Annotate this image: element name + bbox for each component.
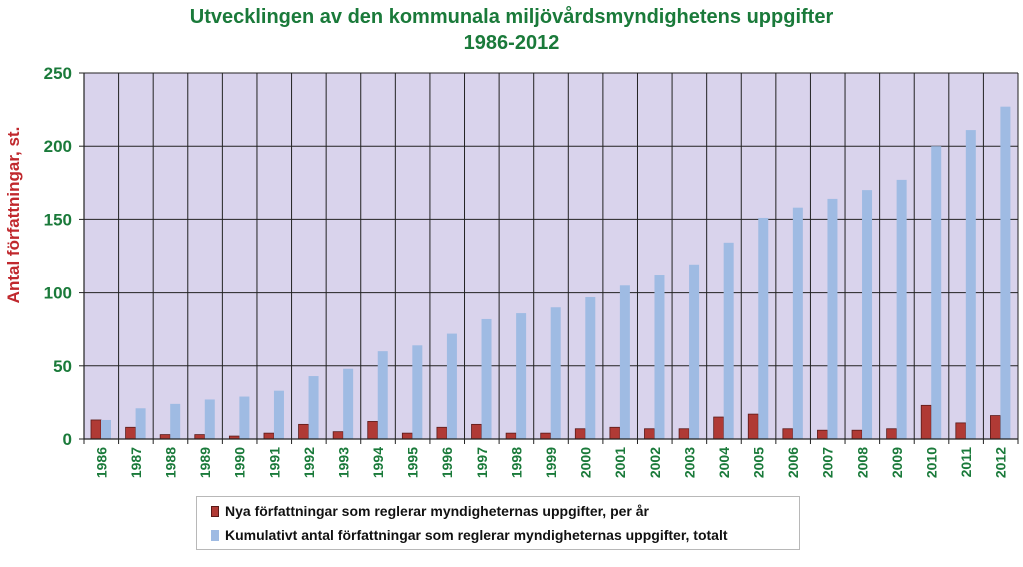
y-tick-label: 100: [44, 284, 72, 303]
bar-new-1995: [401, 432, 413, 440]
x-tick-label-2004: 2004: [716, 447, 732, 478]
bar-cumulative-2000: [585, 296, 596, 439]
x-tick-label-1995: 1995: [405, 447, 421, 478]
legend-label-cumulative: Kumulativt antal författningar som regle…: [225, 527, 728, 543]
chart-title: Utvecklingen av den kommunala miljövårds…: [0, 4, 1023, 56]
bar-cumulative-1994: [377, 351, 388, 439]
bar-cumulative-2004: [723, 242, 734, 439]
bar-new-1998: [505, 432, 517, 440]
x-tick-label-1992: 1992: [301, 447, 317, 478]
bar-cumulative-2006: [792, 207, 803, 439]
bar-new-2012: [990, 415, 1001, 440]
x-tick-label-2001: 2001: [612, 447, 628, 478]
x-tick-label-2000: 2000: [578, 447, 594, 478]
bar-new-2006: [782, 428, 794, 440]
bar-cumulative-1999: [550, 307, 561, 439]
bar-new-2007: [817, 429, 828, 440]
bar-new-1989: [194, 434, 206, 440]
y-tick-label: 250: [44, 64, 72, 83]
x-tick-label-2010: 2010: [924, 447, 940, 478]
bar-new-2001: [609, 426, 621, 440]
x-tick-label-1986: 1986: [93, 447, 109, 478]
legend-label-new: Nya författningar som reglerar myndighet…: [225, 503, 649, 519]
bar-new-1994: [367, 421, 379, 440]
bar-cumulative-1996: [446, 333, 457, 439]
x-tick-label-1994: 1994: [370, 447, 386, 478]
chart-subtitle: 1986-2012: [463, 32, 560, 54]
x-tick-label-1990: 1990: [232, 447, 248, 478]
bar-new-2003: [678, 428, 690, 440]
x-tick-label-2012: 2012: [993, 447, 1009, 478]
x-tick-label-2008: 2008: [854, 447, 870, 478]
x-tick-label-1997: 1997: [474, 447, 490, 478]
legend: Nya författningar som reglerar myndighet…: [196, 496, 800, 550]
bar-new-1987: [125, 426, 136, 440]
bar-cumulative-1991: [273, 390, 284, 439]
bar-new-1993: [332, 431, 344, 440]
bar-cumulative-2002: [654, 275, 665, 439]
x-tick-label-2006: 2006: [785, 447, 801, 478]
y-tick-label: 150: [44, 210, 72, 229]
x-tick-label-2007: 2007: [820, 447, 836, 478]
x-tick-label-1993: 1993: [335, 447, 351, 478]
x-tick-label-1989: 1989: [197, 447, 213, 478]
x-tick-label-1996: 1996: [439, 447, 455, 478]
x-tick-label-1999: 1999: [543, 447, 559, 478]
bar-chart: 0 50 100 150 200 250 1986 1987 1988 1989 1990 1991 1…: [44, 64, 1019, 478]
bar-cumulative-2012: [1000, 106, 1011, 439]
y-tick-label: 200: [44, 137, 72, 156]
bar-new-2008: [851, 429, 863, 440]
x-tick-label-1998: 1998: [508, 447, 524, 478]
y-tick-label: 50: [53, 357, 72, 376]
bar-cumulative-1986: [101, 419, 111, 439]
chart-title-main: Utvecklingen av den kommunala miljövårds…: [189, 6, 834, 28]
legend-item-new: Nya författningar som reglerar myndighet…: [211, 501, 649, 521]
bar-new-2005: [747, 413, 759, 440]
bar-cumulative-1992: [308, 376, 319, 439]
bar-new-2009: [886, 428, 898, 440]
x-tick-label-2011: 2011: [958, 447, 974, 478]
x-tick-label-2009: 2009: [889, 447, 905, 478]
x-tick-label-2003: 2003: [681, 447, 697, 478]
bar-new-1999: [540, 432, 552, 440]
legend-item-cumulative: Kumulativt antal författningar som regle…: [211, 525, 728, 545]
bar-cumulative-2010: [931, 146, 942, 439]
x-tick-label-2002: 2002: [647, 447, 663, 478]
legend-swatch-new: [211, 505, 219, 517]
bar-new-1988: [159, 434, 171, 440]
bar-new-2010: [920, 404, 932, 440]
bar-cumulative-2003: [689, 264, 700, 439]
bar-new-1992: [298, 423, 309, 440]
bar-new-1991: [263, 432, 275, 440]
bar-cumulative-2005: [758, 217, 769, 439]
bar-cumulative-1988: [170, 403, 181, 439]
bar-cumulative-1997: [481, 318, 492, 439]
bar-cumulative-1987: [135, 408, 146, 439]
bar-new-2000: [574, 428, 586, 440]
bar-new-2002: [644, 428, 655, 440]
x-tick-label-1988: 1988: [162, 447, 178, 478]
bar-cumulative-2001: [619, 285, 630, 439]
bar-new-1996: [436, 426, 448, 440]
bar-new-2011: [955, 422, 967, 440]
legend-swatch-cumulative: [211, 529, 219, 541]
bar-new-2004: [713, 416, 725, 440]
bar-cumulative-2007: [827, 198, 838, 439]
y-tick-label: 0: [63, 430, 72, 449]
bar-cumulative-2011: [965, 130, 976, 439]
bar-cumulative-1995: [412, 345, 423, 439]
bar-cumulative-2008: [862, 190, 873, 439]
bar-cumulative-1990: [239, 396, 250, 439]
x-tick-label-2005: 2005: [751, 447, 767, 478]
bar-new-1986: [90, 419, 102, 440]
x-tick-label-1987: 1987: [128, 447, 144, 478]
bar-new-1997: [471, 423, 482, 440]
bar-cumulative-1989: [204, 399, 215, 439]
bar-cumulative-1993: [343, 368, 354, 439]
bar-cumulative-1998: [516, 313, 527, 439]
bar-cumulative-2009: [896, 179, 907, 439]
x-tick-label-1991: 1991: [266, 447, 282, 478]
